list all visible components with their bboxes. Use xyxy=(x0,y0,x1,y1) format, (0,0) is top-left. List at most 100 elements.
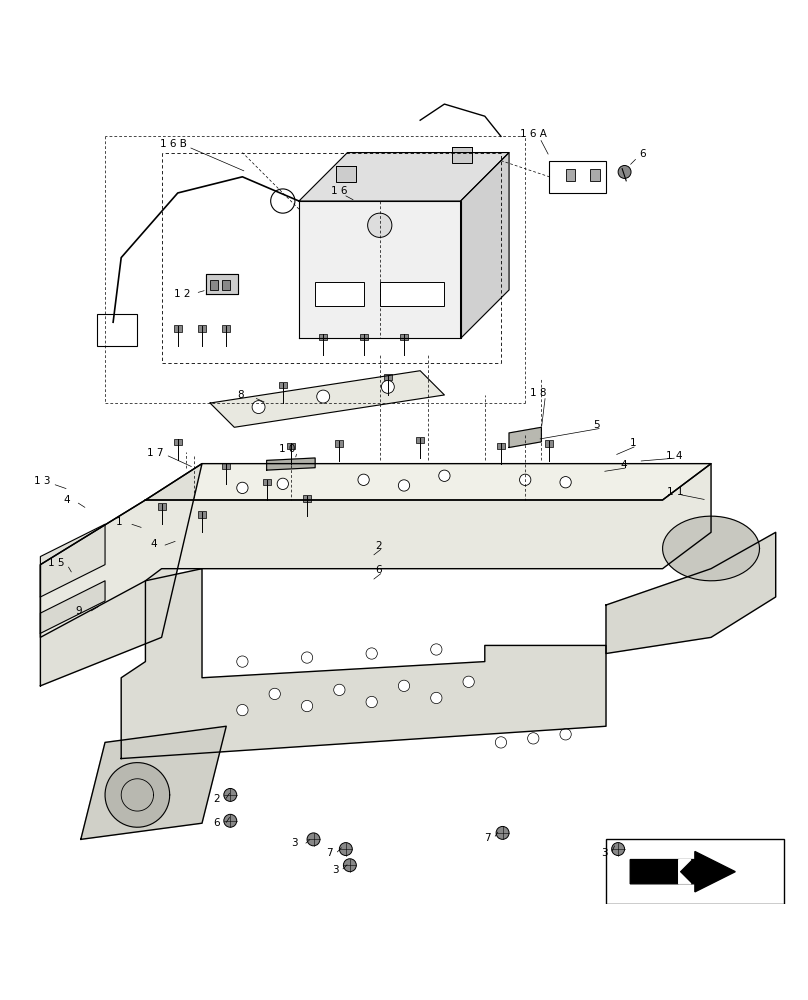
Bar xyxy=(384,374,392,380)
Bar xyxy=(380,282,444,306)
Polygon shape xyxy=(679,860,691,884)
Bar xyxy=(360,334,368,340)
Bar xyxy=(400,334,408,340)
Circle shape xyxy=(496,826,509,839)
Circle shape xyxy=(398,680,410,691)
Circle shape xyxy=(618,165,631,178)
Text: 2: 2 xyxy=(213,794,220,804)
Polygon shape xyxy=(509,427,541,447)
Bar xyxy=(335,440,343,447)
Text: 7: 7 xyxy=(326,848,333,858)
Bar xyxy=(287,443,295,449)
Circle shape xyxy=(307,833,320,846)
Text: 1 7: 1 7 xyxy=(147,448,163,458)
Polygon shape xyxy=(105,763,170,827)
Bar xyxy=(198,325,206,332)
Polygon shape xyxy=(630,851,735,892)
Bar xyxy=(590,169,600,181)
Polygon shape xyxy=(606,532,776,654)
Circle shape xyxy=(368,213,392,237)
Circle shape xyxy=(366,648,377,659)
Bar xyxy=(279,382,287,388)
Text: 7: 7 xyxy=(484,833,490,843)
Bar xyxy=(315,282,364,306)
Bar xyxy=(336,166,356,182)
Circle shape xyxy=(224,814,237,827)
Circle shape xyxy=(339,843,352,856)
Circle shape xyxy=(334,684,345,696)
Bar xyxy=(549,161,606,193)
Text: 6: 6 xyxy=(213,818,220,828)
Text: 2: 2 xyxy=(375,541,381,551)
Text: 1 4: 1 4 xyxy=(667,451,683,461)
Bar xyxy=(158,503,166,510)
Text: 1: 1 xyxy=(116,517,123,527)
Polygon shape xyxy=(299,201,461,338)
Text: 1 2: 1 2 xyxy=(174,289,190,299)
Bar xyxy=(319,334,327,340)
Circle shape xyxy=(224,788,237,801)
Text: 1: 1 xyxy=(629,438,636,448)
Text: 1 6 B: 1 6 B xyxy=(160,139,187,149)
Circle shape xyxy=(269,688,280,700)
Bar xyxy=(210,280,218,290)
Circle shape xyxy=(439,470,450,481)
Text: 9: 9 xyxy=(76,606,82,616)
Text: 6: 6 xyxy=(639,149,646,159)
Bar xyxy=(174,439,182,445)
Circle shape xyxy=(237,704,248,716)
Bar xyxy=(198,511,206,518)
Bar xyxy=(222,325,230,332)
Text: 3: 3 xyxy=(601,848,608,858)
Polygon shape xyxy=(210,371,444,427)
Circle shape xyxy=(431,644,442,655)
Circle shape xyxy=(381,380,394,393)
Circle shape xyxy=(252,401,265,414)
Circle shape xyxy=(271,189,295,213)
Circle shape xyxy=(612,843,625,856)
Bar xyxy=(303,495,311,502)
Polygon shape xyxy=(663,516,760,581)
Text: 4: 4 xyxy=(621,460,627,470)
Circle shape xyxy=(301,652,313,663)
Circle shape xyxy=(560,729,571,740)
Text: 5: 5 xyxy=(593,420,600,430)
Circle shape xyxy=(237,656,248,667)
Circle shape xyxy=(366,696,377,708)
Polygon shape xyxy=(461,153,509,338)
Polygon shape xyxy=(299,153,509,201)
Text: 1 5: 1 5 xyxy=(48,558,65,568)
Circle shape xyxy=(560,477,571,488)
Bar xyxy=(545,440,553,447)
Text: 1 3: 1 3 xyxy=(34,476,50,486)
Bar xyxy=(263,479,271,485)
Text: 3: 3 xyxy=(332,865,339,875)
Text: 4: 4 xyxy=(63,495,69,505)
Circle shape xyxy=(317,390,330,403)
Circle shape xyxy=(463,676,474,687)
Text: 1 6: 1 6 xyxy=(331,186,347,196)
Polygon shape xyxy=(40,464,711,637)
Text: 3: 3 xyxy=(292,838,298,848)
Bar xyxy=(222,280,230,290)
Polygon shape xyxy=(206,274,238,294)
Polygon shape xyxy=(81,726,226,839)
Bar xyxy=(566,169,575,181)
Bar xyxy=(174,325,182,332)
Polygon shape xyxy=(145,464,711,500)
Circle shape xyxy=(520,474,531,485)
Circle shape xyxy=(358,474,369,485)
Bar xyxy=(97,314,137,346)
Circle shape xyxy=(398,480,410,491)
Text: 1 8: 1 8 xyxy=(530,388,546,398)
Bar xyxy=(222,463,230,469)
Bar xyxy=(416,437,424,443)
Bar xyxy=(497,443,505,449)
Polygon shape xyxy=(121,569,606,759)
Circle shape xyxy=(277,478,288,489)
Polygon shape xyxy=(267,458,315,470)
Circle shape xyxy=(528,733,539,744)
Bar xyxy=(452,147,472,163)
Text: 4: 4 xyxy=(150,539,157,549)
Polygon shape xyxy=(40,464,202,686)
